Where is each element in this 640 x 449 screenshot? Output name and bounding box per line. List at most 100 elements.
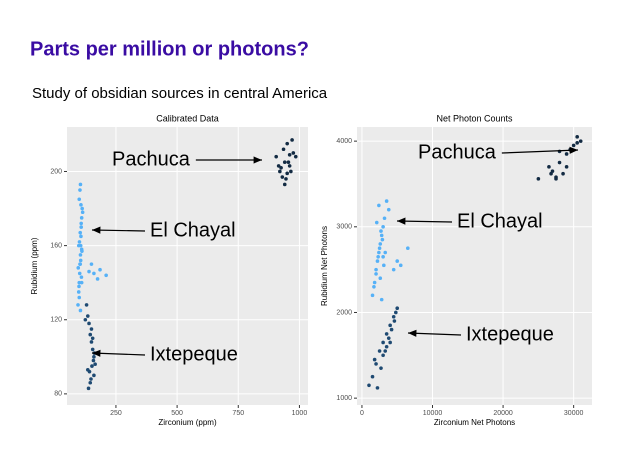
data-point bbox=[92, 271, 96, 276]
data-point bbox=[377, 349, 382, 353]
data-point bbox=[77, 271, 82, 276]
data-point bbox=[78, 253, 83, 257]
data-point bbox=[372, 284, 376, 289]
data-point bbox=[386, 336, 391, 340]
data-point bbox=[391, 314, 396, 319]
data-point bbox=[378, 242, 383, 246]
data-point bbox=[379, 233, 384, 238]
data-point bbox=[378, 276, 383, 281]
data-point bbox=[395, 306, 400, 310]
data-point bbox=[87, 269, 91, 274]
data-point bbox=[78, 182, 83, 187]
data-point bbox=[388, 323, 392, 328]
data-point bbox=[379, 229, 383, 233]
slide-title: Parts per million or photons? bbox=[30, 38, 309, 60]
data-point bbox=[391, 267, 396, 272]
x-tick-label: 1000 bbox=[292, 410, 308, 417]
data-point bbox=[77, 295, 82, 300]
data-point bbox=[564, 165, 569, 169]
data-point bbox=[76, 243, 81, 248]
chart-title: Calibrated Data bbox=[156, 113, 219, 123]
data-point bbox=[406, 246, 410, 251]
data-point bbox=[90, 336, 95, 341]
data-point bbox=[84, 303, 89, 307]
plot-background bbox=[357, 127, 592, 405]
data-point bbox=[291, 151, 296, 155]
data-point bbox=[79, 216, 84, 220]
data-point bbox=[78, 188, 82, 192]
data-point bbox=[78, 262, 82, 266]
data-point bbox=[561, 171, 565, 176]
data-point bbox=[78, 258, 83, 263]
data-point bbox=[287, 153, 292, 157]
data-point bbox=[89, 340, 94, 344]
data-point bbox=[89, 377, 93, 381]
data-point bbox=[381, 340, 385, 345]
data-point bbox=[92, 355, 96, 359]
data-point bbox=[85, 367, 90, 372]
data-point bbox=[90, 347, 95, 352]
data-point bbox=[285, 141, 290, 146]
data-point bbox=[394, 310, 398, 315]
data-point bbox=[76, 290, 81, 294]
data-point bbox=[76, 266, 81, 270]
data-point bbox=[86, 386, 91, 391]
data-point bbox=[88, 380, 93, 385]
data-point bbox=[83, 317, 88, 322]
data-point bbox=[389, 327, 394, 332]
data-point bbox=[78, 308, 83, 313]
data-point bbox=[286, 160, 291, 165]
y-tick-label: 4000 bbox=[336, 138, 352, 145]
x-tick-label: 20000 bbox=[493, 410, 513, 417]
y-tick-label: 3000 bbox=[336, 224, 352, 231]
data-point bbox=[374, 220, 379, 225]
data-point bbox=[376, 254, 380, 259]
y-axis-title: Rubidium (ppm) bbox=[30, 237, 39, 294]
data-point bbox=[89, 327, 94, 331]
data-point bbox=[381, 225, 385, 229]
data-point bbox=[79, 203, 83, 207]
data-point bbox=[79, 275, 84, 279]
data-point bbox=[395, 259, 400, 263]
data-point bbox=[79, 221, 83, 226]
data-point bbox=[282, 182, 287, 187]
data-point bbox=[80, 206, 84, 211]
data-point bbox=[575, 135, 579, 139]
data-point bbox=[564, 152, 569, 156]
data-point bbox=[383, 250, 388, 255]
annotation: Ixtepeque bbox=[150, 343, 238, 365]
data-point bbox=[78, 230, 83, 235]
annotation-arrow bbox=[91, 349, 146, 357]
data-point bbox=[104, 273, 108, 278]
data-point bbox=[88, 332, 93, 337]
data-point bbox=[374, 267, 378, 272]
data-point bbox=[287, 164, 292, 168]
data-point bbox=[370, 374, 375, 379]
data-point bbox=[374, 362, 378, 366]
data-point bbox=[380, 237, 385, 242]
data-point bbox=[87, 321, 91, 326]
data-point bbox=[370, 293, 375, 298]
data-point bbox=[578, 139, 583, 143]
y-tick-label: 120 bbox=[50, 317, 62, 324]
data-point bbox=[557, 160, 562, 165]
data-point bbox=[547, 165, 551, 169]
x-tick-label: 500 bbox=[171, 410, 183, 417]
data-point bbox=[98, 267, 102, 272]
data-point bbox=[95, 277, 100, 281]
data-point bbox=[280, 175, 285, 179]
data-point bbox=[90, 364, 94, 368]
data-point bbox=[274, 154, 278, 159]
data-point bbox=[383, 349, 388, 353]
data-point bbox=[372, 357, 377, 362]
annotation-arrow bbox=[91, 226, 146, 234]
data-point bbox=[293, 154, 298, 159]
data-point bbox=[375, 259, 380, 263]
plot-background bbox=[67, 127, 308, 405]
y-axis-title: Rubidium Net Photons bbox=[320, 226, 329, 306]
data-point bbox=[384, 332, 389, 336]
annotation: Ixtepeque bbox=[466, 323, 554, 345]
data-point bbox=[384, 199, 389, 203]
data-point bbox=[79, 234, 83, 239]
data-point bbox=[285, 171, 290, 176]
